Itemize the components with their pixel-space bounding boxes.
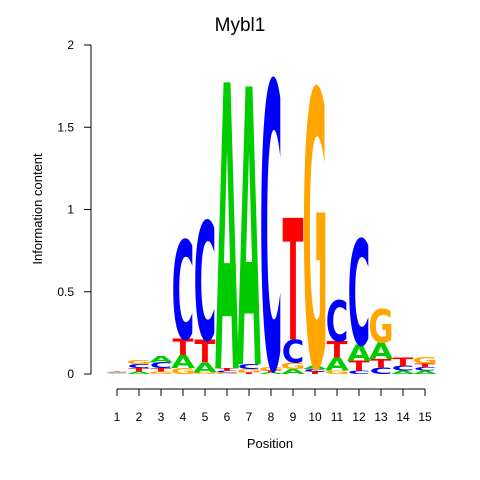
logo-letter-c: C — [348, 370, 371, 375]
logo-letter-t: T — [173, 335, 195, 361]
logo-letter-t: T — [107, 371, 128, 372]
logo-letter-c: C — [370, 366, 393, 376]
x-tick-label: 15 — [418, 410, 432, 424]
x-tick-label: 12 — [352, 410, 366, 424]
logo-letter-c: C — [216, 370, 239, 373]
logo-letter-g: G — [170, 367, 195, 376]
logo-letter-a: A — [215, 4, 239, 461]
x-tick-label: 9 — [290, 410, 297, 424]
logo-letter-t: T — [151, 368, 172, 373]
logo-letter-g: G — [236, 368, 261, 373]
logo-letter-c: C — [150, 361, 173, 370]
logo-letter-g: G — [214, 372, 239, 375]
logo-letter-a: A — [105, 373, 129, 374]
y-tick-label: 1.5 — [57, 120, 74, 134]
logo-letter-g: G — [302, 16, 327, 456]
logo-letter-t: T — [129, 368, 150, 373]
logo-letter-c: C — [172, 215, 195, 372]
logo-letter-c: C — [282, 334, 305, 370]
x-tick-label: 6 — [224, 410, 231, 424]
chart-title: Mybl1 — [215, 15, 266, 36]
logo-letter-a: A — [413, 370, 437, 375]
logo-letter-a: A — [171, 352, 195, 373]
x-tick-label: 5 — [202, 410, 209, 424]
x-tick-label: 14 — [396, 410, 410, 424]
logo-letter-c: C — [326, 289, 349, 355]
x-tick-label: 7 — [246, 410, 253, 424]
logo-letter-a: A — [259, 372, 283, 375]
logo-letter-a: A — [237, 10, 261, 454]
x-tick-label: 3 — [158, 410, 165, 424]
logo-letter-c: C — [304, 369, 327, 373]
logo-letter-a: A — [347, 341, 371, 367]
logo-letter-c: C — [392, 365, 415, 373]
logo-letter-c: C — [348, 210, 371, 379]
x-tick-label: 2 — [136, 410, 143, 424]
logo-letter-c: C — [194, 189, 217, 378]
x-tick-label: 1 — [114, 410, 121, 424]
x-tick-label: 13 — [374, 410, 388, 424]
y-ticks: 0 0.5 1 1.5 2 — [57, 38, 91, 381]
logo-letter-g: G — [412, 355, 437, 365]
logo-letter-t: T — [195, 334, 217, 370]
logo-letter-a: A — [369, 339, 393, 365]
y-tick-label: 2 — [67, 38, 74, 52]
logo-letter-c: C — [238, 363, 261, 371]
logo-letter-g: G — [368, 302, 393, 355]
x-tick-label: 11 — [331, 410, 344, 424]
logo-letter-c: C — [414, 367, 437, 372]
logo-letter-a: A — [325, 354, 349, 375]
y-tick-label: 0 — [67, 367, 74, 381]
y-tick-label: 0.5 — [57, 285, 74, 299]
logo-letter-t: T — [327, 337, 349, 363]
logo-letter-t: T — [371, 358, 392, 371]
logo-letter-g: G — [126, 359, 151, 365]
logo-letter-a: A — [193, 360, 218, 376]
logo-letter-g: G — [258, 367, 283, 372]
logo-letter-c: C — [260, 4, 283, 461]
logo-letter-a: A — [281, 368, 306, 376]
logo-letter-t: T — [415, 363, 436, 369]
x-tick-label: 8 — [268, 410, 275, 424]
y-axis: 0 0.5 1 1.5 2 — [57, 38, 92, 381]
logo-letter-t: T — [393, 356, 414, 369]
x-ticks: 1 2 3 4 5 6 7 8 9 10 11 12 13 14 15 — [114, 389, 432, 424]
logo-letter-g: G — [148, 371, 173, 375]
x-axis-label: Position — [247, 436, 293, 451]
logo-letter-g: G — [104, 372, 129, 373]
logo-letter-t: T — [261, 370, 282, 373]
logo-letter-t: T — [217, 368, 238, 372]
logo-letter-a: A — [127, 371, 151, 375]
logo-letter-c: C — [106, 371, 129, 372]
logo-letter-c: C — [128, 363, 151, 369]
logo-letter-t: T — [349, 358, 371, 374]
logo-letter-g: G — [280, 361, 305, 371]
x-tick-label: 4 — [180, 410, 187, 424]
logo-letter-a: A — [391, 370, 415, 375]
logo-letter-g: G — [324, 370, 349, 375]
logo-letter-g: G — [192, 372, 217, 375]
logo-letter-a: A — [303, 365, 327, 370]
y-axis-label: Information content — [30, 153, 45, 265]
logo-letter-a: A — [149, 355, 173, 365]
logo-letter-t: T — [239, 372, 260, 375]
x-tick-label: 10 — [308, 410, 322, 424]
logo-letter-t: T — [305, 371, 326, 375]
x-axis: 1 2 3 4 5 6 7 8 9 10 11 12 13 14 15 — [114, 388, 432, 424]
y-tick-label: 1 — [67, 203, 74, 217]
logo-letter-t: T — [283, 186, 304, 379]
